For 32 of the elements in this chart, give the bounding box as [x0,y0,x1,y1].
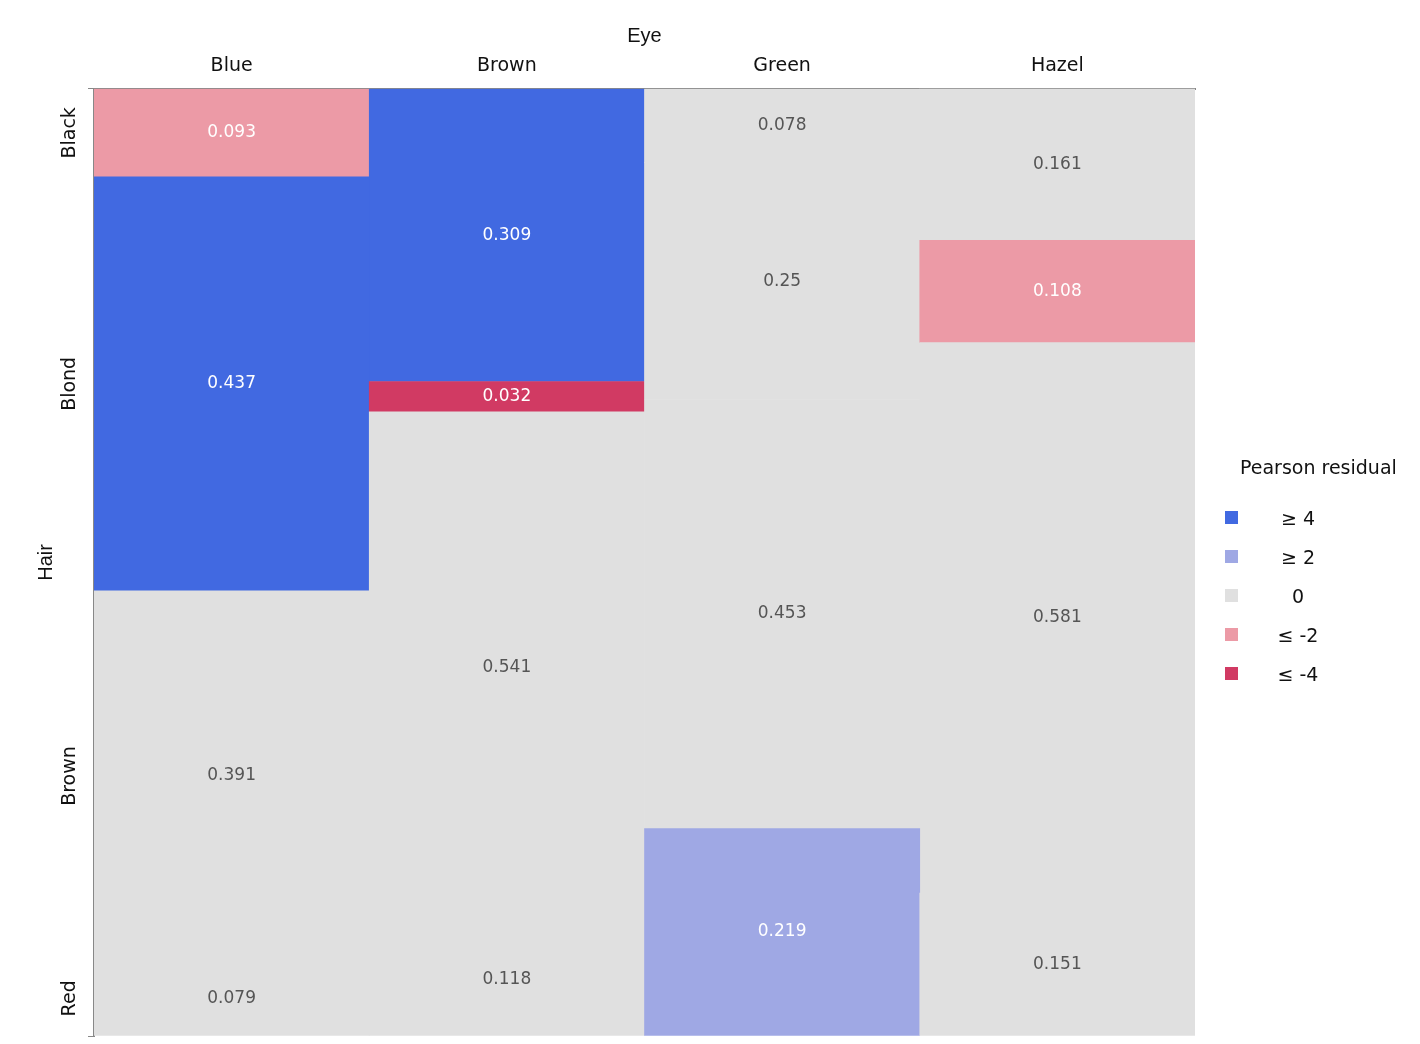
x-tick-label: Blue [210,53,253,76]
x-tick-label: Hazel [1030,53,1084,76]
text: Black [56,107,79,159]
text: Brown [56,746,79,806]
text: ≤ -2 [1276,623,1320,646]
data-label: 0.581 [1033,606,1082,627]
x-axis-title: Eye [627,23,662,46]
data-label: 0.391 [207,764,256,785]
data-label: 0.219 [757,920,807,941]
text: ≤ -4 [1276,662,1320,685]
text: 0 [1290,584,1306,607]
text: Blond [56,356,79,411]
legend-title: Pearson residual [1240,456,1397,478]
data-label: 0.541 [482,656,532,677]
data-label: 0.118 [482,968,532,989]
x-tick-label: Green [753,53,811,76]
data-label: 0.161 [1033,152,1082,173]
text: ≥ 2 [1279,545,1317,568]
data-label: 0.309 [482,223,532,244]
data-label: 0.032 [482,385,532,406]
data-label: 0.437 [207,372,256,393]
data-label: 0.25 [763,269,802,290]
x-tick-label: Brown [477,53,537,76]
data-label: 0.093 [207,121,256,142]
text: ≥ 4 [1279,506,1317,529]
data-label: 0.078 [757,114,807,135]
data-label: 0.108 [1033,279,1082,300]
data-label: 0.079 [207,986,256,1007]
data-label: 0.151 [1033,952,1082,973]
data-label: 0.453 [757,602,807,623]
y-axis-title: Hair [33,543,56,581]
text: Red [56,980,79,1017]
